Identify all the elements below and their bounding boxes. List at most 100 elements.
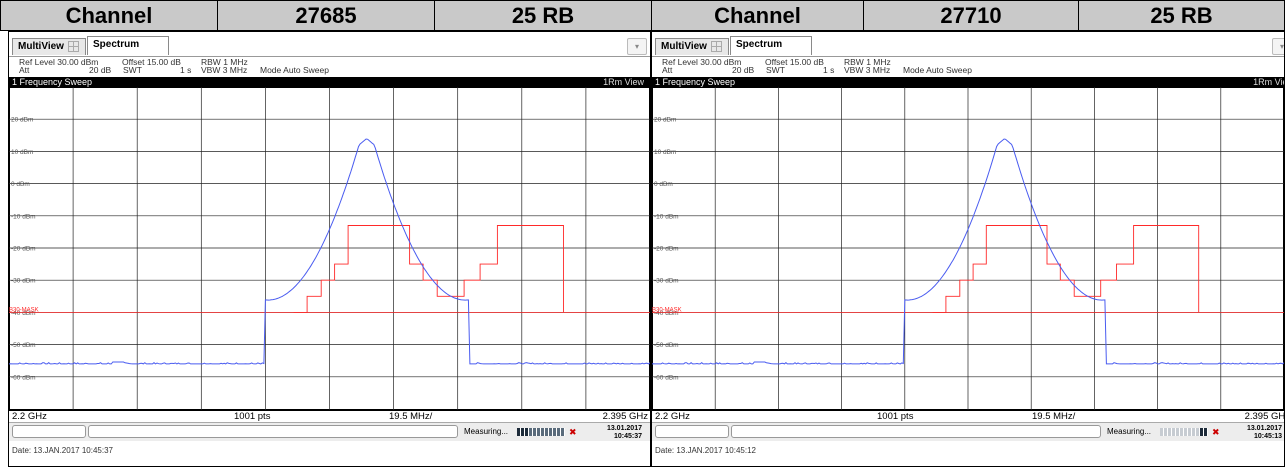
tab-spectrum-label: Spectrum bbox=[736, 39, 783, 50]
offset: Offset 15.00 dB bbox=[765, 57, 824, 67]
measurement-params: Ref Level 30.00 dBm Offset 15.00 dB RBW … bbox=[652, 56, 1284, 77]
y-tick-label: -40 dBm bbox=[654, 310, 679, 317]
spectrum-trace bbox=[9, 138, 650, 365]
datetime: 13.01.2017 10:45:37 bbox=[607, 425, 642, 441]
offset: Offset 15.00 dB bbox=[122, 57, 181, 67]
channel-value-right: 27710 bbox=[863, 0, 1079, 31]
vbw: VBW 3 MHz bbox=[844, 65, 891, 75]
channel-value-left: 27685 bbox=[217, 0, 435, 31]
measurement-params: Ref Level 30.00 dBm Offset 15.00 dB RBW … bbox=[9, 56, 650, 77]
mask-label: B30-MASK bbox=[9, 307, 39, 313]
sweep-mode: Mode Auto Sweep bbox=[903, 65, 972, 75]
y-tick-label: 0 dBm bbox=[654, 181, 673, 188]
tab-multiview-label: MultiView bbox=[661, 41, 707, 53]
y-tick-label: -30 dBm bbox=[11, 278, 36, 285]
mask-label: B30-MASK bbox=[652, 307, 682, 313]
dropdown-button[interactable]: ▾ bbox=[627, 38, 647, 55]
status-row: 2.2 GHz 1001 pts 19.5 MHz/ 2.395 GHz bbox=[652, 410, 1284, 422]
bandwidth-right: 25 RB bbox=[1078, 0, 1285, 31]
y-tick-label: 0 dBm bbox=[11, 181, 30, 188]
stop-icon[interactable]: ✖ bbox=[1212, 427, 1220, 437]
swt-label: SWT bbox=[766, 65, 785, 75]
sweep-mode: Mode Auto Sweep bbox=[260, 65, 329, 75]
datetime: 13.01.2017 10:45:13 bbox=[1247, 425, 1282, 441]
y-tick-label: -20 dBm bbox=[11, 246, 36, 253]
tab-spectrum-label: Spectrum bbox=[93, 39, 140, 50]
spectrum-trace bbox=[652, 138, 1284, 365]
spectrum-plot: 20 dBm 10 dBm 0 dBm -10 dBm -20 dBm -30 dBm -4… bbox=[652, 87, 1284, 410]
y-tick-label: -10 dBm bbox=[654, 213, 679, 220]
progress-meter bbox=[1160, 428, 1208, 436]
start-freq: 2.2 GHz bbox=[12, 411, 47, 422]
y-tick-label: -60 dBm bbox=[654, 374, 679, 381]
y-tick-label: 10 dBm bbox=[11, 149, 33, 156]
datetime-time: 10:45:13 bbox=[1253, 433, 1282, 440]
progress-meter bbox=[517, 428, 565, 436]
tab-bar: MultiView Spectrum ▾ bbox=[9, 32, 650, 57]
sweep-title: 1 Frequency Sweep bbox=[12, 77, 93, 87]
att-value: 20 dB bbox=[732, 65, 755, 75]
y-tick-label: -50 dBm bbox=[654, 342, 679, 349]
message-field[interactable] bbox=[731, 425, 1101, 438]
rbw: RBW 1 MHz bbox=[201, 57, 248, 67]
measuring-status: Measuring... bbox=[1107, 427, 1152, 436]
ref-level: Ref Level 30.00 dBm bbox=[662, 57, 742, 67]
ref-level: Ref Level 30.00 dBm bbox=[19, 57, 99, 67]
datetime-date: 13.01.2017 bbox=[1246, 425, 1282, 432]
sweep-title: 1 Frequency Sweep bbox=[655, 77, 736, 87]
bandwidth-left: 25 RB bbox=[434, 0, 652, 31]
y-tick-label: -20 dBm bbox=[654, 246, 679, 253]
sweep-points: 1001 pts bbox=[234, 411, 271, 422]
input-field[interactable] bbox=[12, 425, 86, 438]
footer-date: Date: 13.JAN.2017 10:45:37 bbox=[12, 446, 113, 455]
sweep-title-bar: 1 Frequency Sweep 1Rm View bbox=[652, 77, 1284, 87]
spectrum-plot: 20 dBm 10 dBm 0 dBm -10 dBm -20 dBm -30 dBm -4… bbox=[9, 87, 650, 410]
tab-multiview[interactable]: MultiView bbox=[655, 38, 729, 55]
sweep-points: 1001 pts bbox=[877, 411, 914, 422]
span-per-div: 19.5 MHz/ bbox=[389, 411, 433, 422]
datetime-date: 13.01.2017 bbox=[606, 425, 642, 432]
y-tick-label: 20 dBm bbox=[11, 117, 33, 124]
att-label: Att bbox=[19, 65, 30, 75]
channel-label-left: Channel bbox=[0, 0, 218, 31]
swt-value: 1 s bbox=[823, 65, 835, 75]
tab-bar: MultiView Spectrum ▾ bbox=[652, 32, 1284, 57]
mask-limit-line bbox=[293, 225, 564, 313]
tab-multiview-label: MultiView bbox=[18, 41, 64, 53]
att-value: 20 dB bbox=[89, 65, 112, 75]
sweep-title-bar: 1 Frequency Sweep 1Rm View bbox=[9, 77, 650, 87]
bottom-toolbar: Measuring... ✖ 13.01.2017 10:45:37 bbox=[9, 422, 650, 441]
tab-multiview[interactable]: MultiView bbox=[12, 38, 86, 55]
y-tick-label: 10 dBm bbox=[654, 149, 676, 156]
y-tick-label: 20 dBm bbox=[654, 117, 676, 124]
vbw: VBW 3 MHz bbox=[201, 65, 248, 75]
datetime-time: 10:45:37 bbox=[613, 433, 642, 440]
grid-icon bbox=[710, 41, 722, 52]
start-freq: 2.2 GHz bbox=[655, 411, 690, 422]
span-per-div: 19.5 MHz/ bbox=[1032, 411, 1076, 422]
measuring-status: Measuring... bbox=[464, 427, 509, 436]
message-field[interactable] bbox=[88, 425, 458, 438]
bottom-toolbar: Measuring... ✖ 13.01.2017 10:45:13 bbox=[652, 422, 1284, 441]
dropdown-button[interactable]: ▾ bbox=[1272, 38, 1284, 55]
grid-icon bbox=[67, 41, 79, 52]
tab-spectrum[interactable]: Spectrum bbox=[730, 36, 812, 55]
mask-limit-line bbox=[932, 225, 1200, 313]
status-row: 2.2 GHz 1001 pts 19.5 MHz/ 2.395 GHz bbox=[9, 410, 650, 422]
view-label: 1Rm View bbox=[603, 77, 644, 87]
y-tick-label: -40 dBm bbox=[11, 310, 36, 317]
swt-value: 1 s bbox=[180, 65, 192, 75]
att-label: Att bbox=[662, 65, 673, 75]
spectrum-panel-right: MultiView Spectrum ▾ Ref Level 30.00 dBm… bbox=[651, 31, 1285, 467]
stop-freq: 2.395 GHz bbox=[1244, 411, 1285, 422]
y-tick-label: -30 dBm bbox=[654, 278, 679, 285]
rbw: RBW 1 MHz bbox=[844, 57, 891, 67]
stop-freq: 2.395 GHz bbox=[602, 411, 648, 422]
y-tick-label: -10 dBm bbox=[11, 213, 36, 220]
y-tick-label: -60 dBm bbox=[11, 374, 36, 381]
input-field[interactable] bbox=[655, 425, 729, 438]
tab-spectrum[interactable]: Spectrum bbox=[87, 36, 169, 55]
footer-date: Date: 13.JAN.2017 10:45:12 bbox=[655, 446, 756, 455]
view-label: 1Rm View bbox=[1253, 77, 1284, 87]
stop-icon[interactable]: ✖ bbox=[569, 427, 577, 437]
